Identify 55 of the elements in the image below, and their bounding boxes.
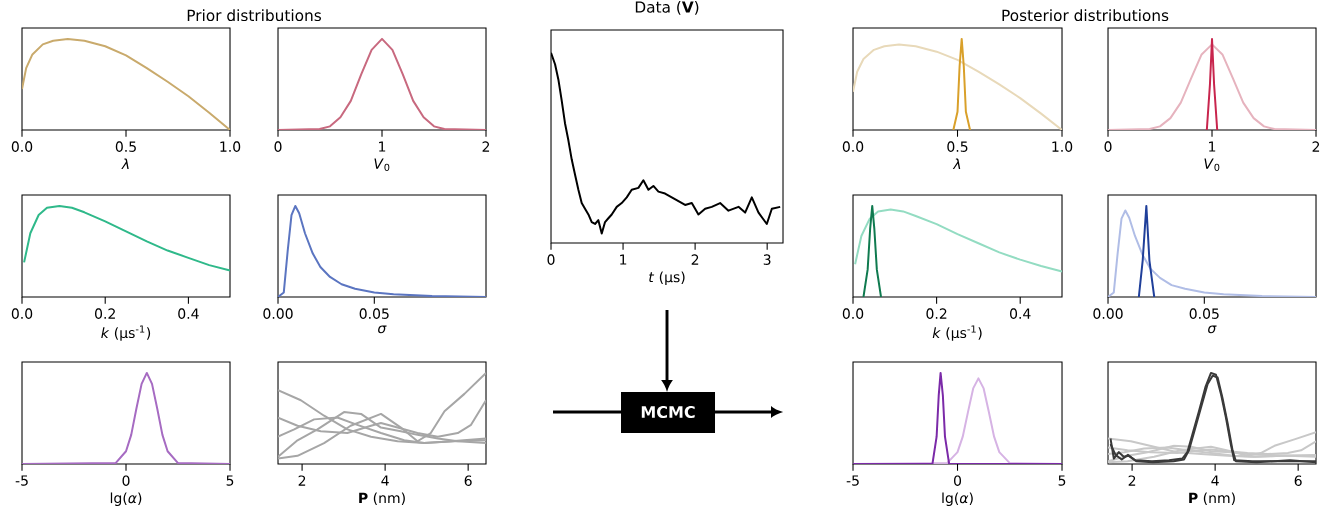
x-tick-label: 0.05 (359, 308, 389, 319)
x-axis-title: k (μs$^{-1}$) (101, 325, 151, 341)
x-axis-title: λ (952, 158, 961, 170)
x-axis-title: t (μs) (649, 271, 685, 285)
x-tick-label: 0.00 (1093, 308, 1123, 319)
text: Posterior distributions (1002, 9, 1169, 22)
x-tick-label: 2 (298, 475, 306, 486)
x-axis-title: λ (121, 158, 129, 170)
x-tick-label: 0 (953, 475, 962, 486)
x-tick-label: 0 (1104, 141, 1112, 152)
x-tick-label: 5 (1058, 475, 1066, 486)
x-axis-title: P (nm) (1189, 492, 1235, 505)
x-tick-label: 0.0 (11, 141, 33, 152)
x-axis-title: σ (1208, 325, 1217, 334)
x-axis-title: P (nm) (359, 492, 405, 505)
x-tick-label: 2 (1128, 475, 1136, 486)
x-tick-label: 1.0 (220, 141, 241, 152)
text: MCMC (641, 405, 695, 419)
x-tick-label: 1 (1209, 141, 1216, 152)
x-tick-label: 0.4 (178, 308, 199, 319)
x-tick-label: 5 (226, 475, 234, 486)
x-tick-label: 0.4 (1010, 308, 1031, 319)
x-tick-label: 6 (464, 475, 472, 486)
x-axis-title: k (μs$^{-1}$) (932, 325, 982, 341)
x-tick-label: -5 (846, 475, 859, 486)
chart-title: Data (V) (635, 0, 699, 15)
x-tick-label: 0.0 (11, 308, 33, 319)
x-tick-label: 2 (1312, 141, 1320, 152)
x-axis-title: lg(α) (942, 492, 973, 506)
x-tick-label: 0 (274, 141, 282, 152)
x-tick-label: 0 (547, 254, 555, 265)
x-tick-label: 0.0 (842, 141, 864, 152)
x-axis-title: σ (378, 325, 387, 334)
x-tick-label: 0.05 (1189, 308, 1219, 319)
x-tick-label: 3 (763, 254, 771, 265)
x-tick-label: 0.0 (842, 308, 864, 319)
x-tick-label: 0.2 (94, 308, 115, 319)
x-tick-label: 4 (1211, 475, 1219, 486)
x-tick-label: 2 (482, 141, 490, 152)
x-tick-label: 0.5 (947, 141, 968, 152)
x-tick-label: 1 (379, 141, 386, 152)
x-tick-label: 4 (381, 475, 389, 486)
text: Prior distributions (187, 9, 321, 22)
x-axis-title: V$_{0}$ (1204, 158, 1220, 172)
x-tick-label: 1.0 (1052, 141, 1073, 152)
x-tick-label: -5 (15, 475, 28, 486)
x-tick-label: 6 (1294, 475, 1302, 486)
x-axis-title: lg(α) (110, 492, 142, 506)
x-tick-label: 2 (691, 254, 699, 265)
x-tick-label: 0.5 (115, 141, 136, 152)
x-tick-label: 0.2 (926, 308, 947, 319)
x-axis-title: V$_{0}$ (374, 158, 390, 172)
x-tick-label: 0.00 (263, 308, 293, 319)
x-tick-label: 0 (122, 475, 130, 486)
x-tick-label: 1 (620, 254, 627, 265)
